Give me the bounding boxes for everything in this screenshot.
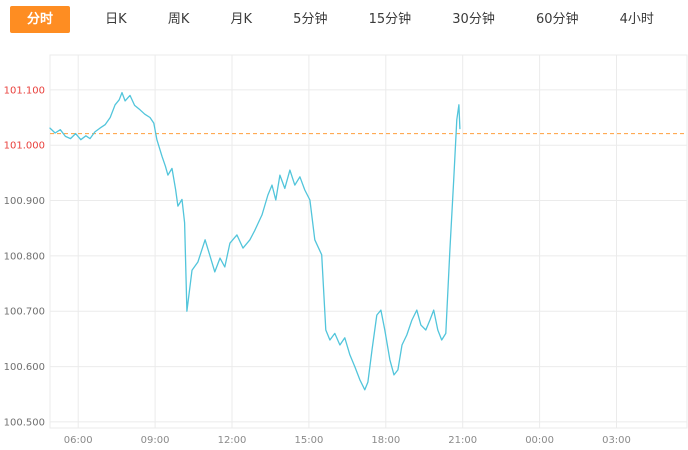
y-axis-label: 100.900 (4, 196, 45, 207)
tab-15分钟[interactable]: 15分钟 (368, 11, 412, 27)
tab-日K[interactable]: 日K (105, 11, 127, 27)
x-axis-label: 06:00 (64, 435, 93, 446)
y-axis-label: 100.700 (4, 307, 45, 318)
plot-border (49, 54, 688, 429)
x-axis-label: 15:00 (294, 435, 323, 446)
x-axis-label: 18:00 (371, 435, 400, 446)
y-axis-label: 101.100 (4, 85, 45, 96)
x-axis-label: 09:00 (141, 435, 170, 446)
x-axis-label: 21:00 (448, 435, 477, 446)
y-axis-label: 101.000 (4, 141, 45, 152)
tab-30分钟[interactable]: 30分钟 (452, 11, 495, 27)
y-axis-label: 100.800 (4, 251, 45, 262)
x-axis-label: 12:00 (218, 435, 247, 446)
tab-5分钟[interactable]: 5分钟 (293, 11, 328, 27)
chart-canvas[interactable]: 101.100 101.000 100.900 100.800 100.700 100.6… (0, 38, 688, 450)
x-axis-label: 00:00 (525, 435, 554, 446)
price-line (49, 91, 461, 391)
y-axis-label: 100.500 (4, 417, 45, 428)
tab-4小时[interactable]: 4小时 (619, 11, 654, 27)
tab-60分钟[interactable]: 60分钟 (535, 11, 579, 27)
tab-周K[interactable]: 周K (167, 11, 190, 27)
tab-分时[interactable]: 分时 (10, 5, 71, 33)
x-axis-label: 03:00 (602, 435, 631, 446)
chart-period-tabs: 分时 日K 周K 月K 5分钟 15分钟 30分钟 60分钟 4小时 (0, 0, 688, 38)
tab-月K[interactable]: 月K (230, 11, 253, 27)
y-axis-label: 100.600 (4, 362, 45, 373)
price-chart[interactable]: 101.100 101.000 100.900 100.800 100.700 100.6… (0, 38, 688, 450)
